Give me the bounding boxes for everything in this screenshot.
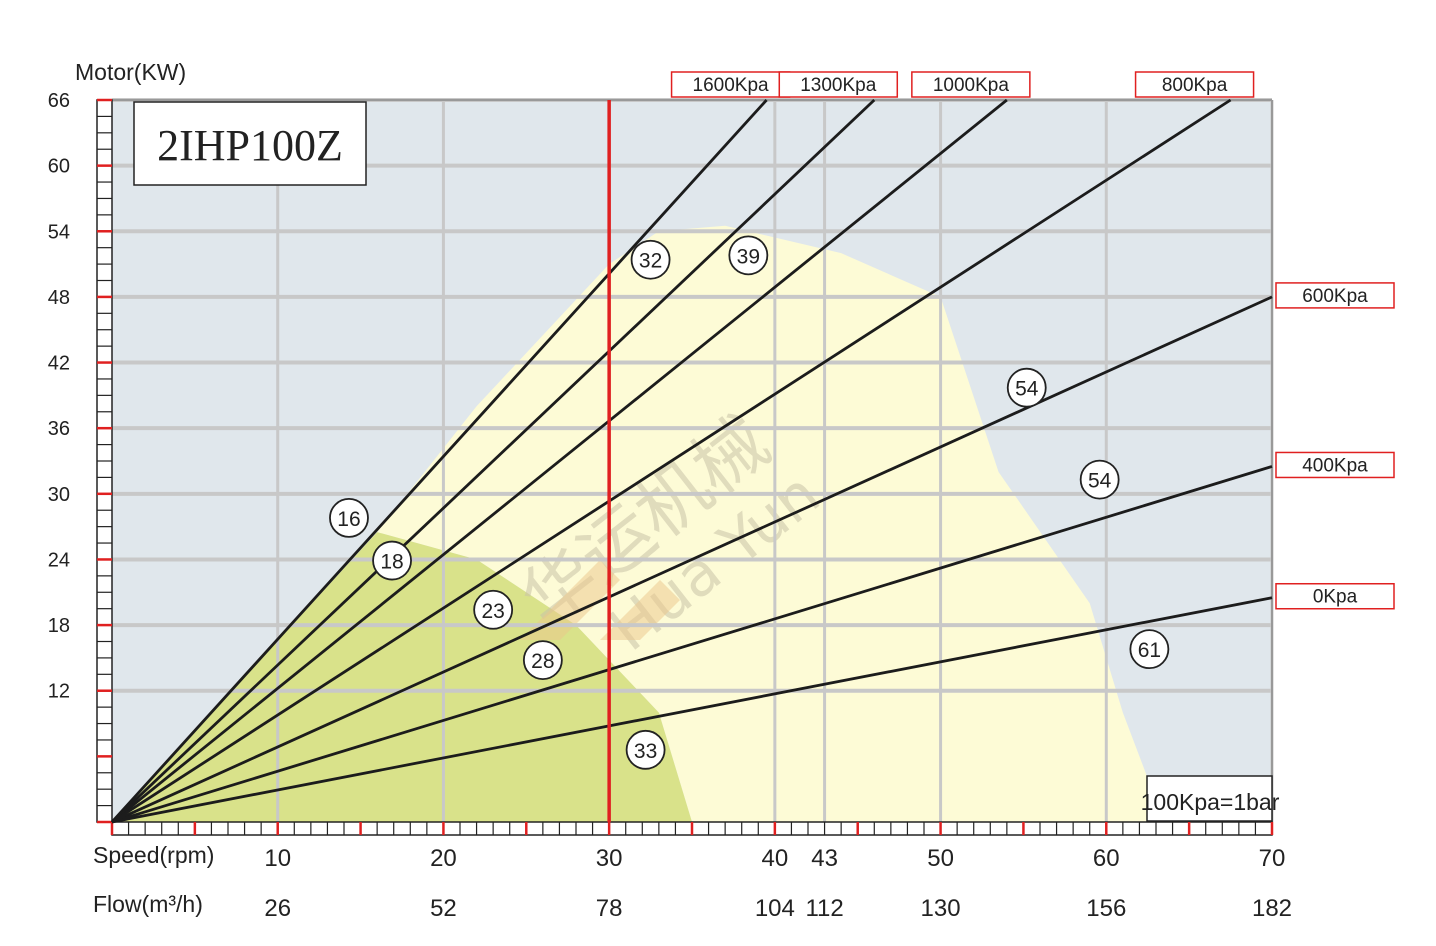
x-tick-label-flow: 182 [1252, 895, 1292, 922]
pressure-line-1600Kpa [110, 99, 768, 823]
annotation-circle [728, 235, 769, 276]
annotation-label: 18 [380, 551, 403, 574]
x-tick-label-speed: 70 [1259, 845, 1286, 872]
x-tick-label-speed: 40 [762, 845, 789, 872]
annotation-label: 54 [1015, 378, 1039, 401]
annotation-circle [522, 640, 563, 680]
annotation-label: 39 [737, 245, 760, 268]
x-tick-label-speed: 43 [811, 845, 838, 872]
x-tick-label-flow: 156 [1086, 895, 1126, 922]
y-tick-label: 60 [48, 156, 70, 178]
annotation-circle [625, 729, 666, 770]
y-tick-label: 66 [48, 90, 70, 112]
annotation-circle [329, 497, 369, 538]
pressure-lines [110, 98, 1273, 824]
unit-note: 100Kpa=1bar [1141, 789, 1280, 815]
labels: 1600Kpa 1300Kpa 1000Kpa 800Kpa 600Kpa 400Kpa 0… [48, 59, 1395, 922]
annotation-label: 61 [1138, 639, 1161, 662]
pressure-line-1300Kpa [111, 98, 876, 824]
annotation-circle [1129, 629, 1170, 670]
annotation-label: 28 [531, 650, 554, 673]
pressure-label-box [1134, 71, 1255, 98]
pressure-label: 1600Kpa [693, 75, 770, 96]
pressure-label: 0Kpa [1313, 587, 1358, 608]
y-tick-label: 42 [48, 353, 70, 375]
pressure-label-box [778, 71, 899, 98]
model-title-box [133, 101, 367, 186]
x-tick-label-flow: 78 [596, 895, 623, 922]
y-tick-label: 36 [48, 418, 70, 440]
pressure-label: 400Kpa [1302, 455, 1368, 476]
y-tick-label: 24 [48, 549, 70, 571]
x-tick-label-speed: 50 [927, 845, 954, 872]
x-tick-label-speed: 10 [264, 845, 291, 872]
x-tick-label-flow: 130 [921, 895, 961, 922]
annotation-circle [630, 239, 671, 280]
pressure-line-800Kpa [111, 98, 1232, 824]
pressure-label-box [1275, 451, 1395, 479]
pressure-label-box [911, 71, 1031, 98]
pressure-label: 600Kpa [1302, 286, 1368, 307]
x-tick-label-flow: 112 [805, 895, 843, 922]
annotation-label: 16 [337, 508, 360, 531]
x-tick-label-flow: 26 [264, 895, 291, 922]
pressure-line-0Kpa [111, 596, 1273, 824]
x-tick-label-speed: 60 [1093, 845, 1120, 872]
chart-title: 2IHP100Z [157, 121, 343, 170]
pressure-line-600Kpa [111, 295, 1273, 824]
y-axis-title: Motor(KW) [75, 59, 186, 85]
annotation-circle [1006, 367, 1047, 408]
y-tick-label: 54 [48, 221, 70, 243]
annotation-markers: 16 18 23 28 33 32 39 54 54 61 [329, 235, 1170, 770]
unit-note-box [1146, 775, 1273, 822]
pressure-line-400Kpa [111, 465, 1273, 824]
pressure-label: 800Kpa [1162, 75, 1228, 96]
x-axis-title-speed: Speed(rpm) [93, 842, 214, 868]
annotation-label: 33 [634, 740, 657, 763]
pressure-label: 1300Kpa [800, 75, 877, 96]
y-tick-label: 12 [48, 681, 70, 703]
y-tick-label: 18 [48, 615, 70, 637]
y-tick-label: 48 [48, 287, 70, 309]
x-tick-label-speed: 20 [430, 845, 457, 872]
annotation-label: 54 [1088, 470, 1112, 493]
annotation-circle [473, 589, 514, 630]
annotation-label: 23 [481, 600, 504, 623]
pressure-line-1000Kpa [111, 98, 1008, 824]
axis-ruler [96, 98, 1274, 836]
y-tick-label: 30 [48, 484, 70, 506]
annotation-circle [372, 540, 412, 581]
pressure-label-box [1275, 282, 1395, 309]
green-operating-region [112, 532, 692, 822]
pressure-label-box [1275, 582, 1395, 610]
x-tick-label-flow: 104 [755, 895, 795, 922]
x-tick-label-speed: 30 [596, 845, 623, 872]
annotation-circle [1079, 459, 1120, 500]
x-axis-title-flow: Flow(m³/h) [93, 891, 203, 917]
x-tick-label-flow: 52 [430, 895, 457, 922]
pressure-label: 1000Kpa [933, 75, 1010, 96]
annotation-label: 32 [639, 250, 662, 273]
